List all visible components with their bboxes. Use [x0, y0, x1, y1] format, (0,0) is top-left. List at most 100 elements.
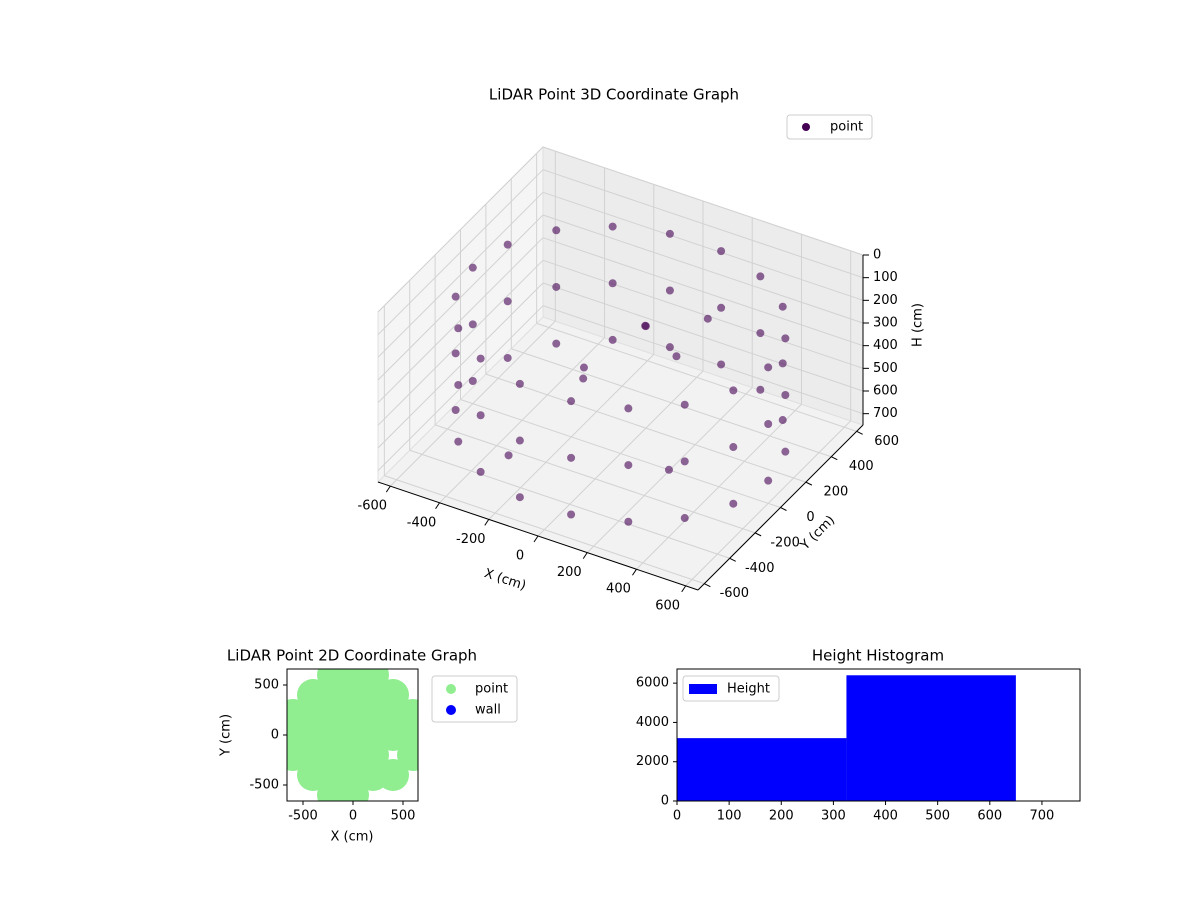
bar: [677, 738, 847, 801]
point: [503, 297, 512, 306]
grid-line: [485, 373, 807, 483]
legend-label: point: [830, 120, 863, 135]
point: [608, 335, 617, 344]
x-tick-label: 0: [516, 549, 524, 564]
x-tick-label: 700: [1030, 809, 1055, 824]
point: [717, 360, 726, 369]
point: [665, 286, 674, 295]
legend-marker: [802, 123, 810, 131]
legend-label: point: [475, 682, 508, 697]
point: [454, 437, 463, 446]
y-tick-label: 0: [271, 728, 279, 743]
point: [764, 420, 773, 429]
point: [515, 436, 524, 445]
y-tick-label: 0: [806, 510, 814, 525]
x-tick-label: -600: [358, 499, 388, 514]
x-tick-label: 200: [557, 565, 582, 580]
y-tick-label: 500: [254, 678, 279, 693]
point: [476, 411, 485, 420]
x-tick-label: 100: [717, 809, 742, 824]
y-tick-label: 2000: [636, 754, 669, 769]
x-axis-label: X (cm): [331, 830, 374, 845]
grid-line: [377, 237, 544, 404]
grid-line: [542, 214, 864, 324]
point: [567, 397, 576, 406]
point: [451, 292, 460, 301]
grid-line: [536, 322, 857, 432]
tick-mark: [385, 485, 391, 493]
x-tick-label: 300: [821, 809, 846, 824]
legend-marker: [446, 684, 456, 694]
tick-mark: [632, 568, 637, 576]
point: [717, 303, 726, 312]
x-tick-label: -500: [288, 809, 318, 824]
point: [781, 447, 790, 456]
chart-title: Height Histogram: [812, 647, 944, 665]
z-tick-label: 600: [873, 384, 898, 399]
grid-line: [542, 259, 864, 369]
grid-line: [377, 191, 544, 358]
bar: [846, 675, 1016, 801]
point: [552, 226, 561, 235]
point: [756, 329, 765, 338]
tick-mark: [831, 456, 838, 461]
tick-mark: [484, 519, 490, 526]
point: [665, 229, 674, 238]
tick-mark: [805, 481, 813, 486]
grid-line: [460, 399, 781, 508]
tick-mark: [780, 507, 787, 511]
axes-frame: [676, 668, 1081, 802]
legend-label: Height: [727, 682, 770, 697]
grid-line: [409, 449, 730, 559]
point: [764, 476, 773, 485]
y-tick-label: -400: [745, 561, 775, 576]
x-tick-label: 0: [673, 809, 681, 824]
point: [665, 343, 674, 352]
x-tick-label: 500: [925, 809, 950, 824]
z-tick-label: 200: [873, 293, 898, 308]
point: [515, 379, 524, 388]
tick-mark: [856, 430, 863, 435]
x-axis-line: [377, 481, 699, 591]
point: [764, 363, 773, 372]
y-tick-label: 400: [849, 459, 874, 474]
point: [781, 391, 790, 400]
points: [287, 669, 418, 801]
y-tick-label: 4000: [636, 715, 669, 730]
point: [476, 354, 485, 363]
point: [468, 376, 477, 385]
point: [454, 324, 463, 333]
tick-mark: [533, 535, 539, 543]
point: [608, 279, 617, 288]
y-axis-label: Y (cm): [219, 714, 234, 757]
point: [778, 302, 787, 311]
legend-swatch: [689, 684, 717, 694]
grid-line: [542, 305, 864, 415]
z-tick-label: 100: [873, 270, 898, 285]
y-tick-label: 600: [874, 434, 899, 449]
point: [468, 320, 477, 329]
tick-mark: [704, 583, 711, 588]
legend-marker: [446, 705, 456, 715]
point: [680, 457, 689, 466]
grid-line: [377, 282, 544, 449]
x-tick-label: 200: [769, 809, 794, 824]
z-tick-label: 700: [873, 406, 898, 421]
point: [680, 514, 689, 523]
x-tick-label: 600: [977, 809, 1002, 824]
point: [781, 334, 790, 343]
y-tick-label: 6000: [636, 676, 669, 691]
x-tick-label: 400: [606, 582, 631, 597]
grid-line: [377, 259, 544, 426]
legend-box: [682, 675, 780, 702]
point: [567, 453, 576, 462]
point: [778, 416, 787, 425]
point: [337, 779, 369, 801]
point: [672, 352, 681, 361]
point: [503, 240, 512, 249]
point: [567, 510, 576, 519]
grid-line: [434, 424, 756, 534]
point: [680, 400, 689, 409]
point: [579, 374, 588, 383]
